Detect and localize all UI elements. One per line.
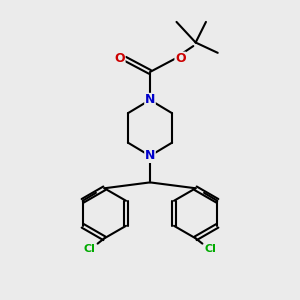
- Text: N: N: [145, 149, 155, 162]
- Text: Cl: Cl: [84, 244, 96, 254]
- Text: O: O: [114, 52, 125, 65]
- Text: N: N: [145, 93, 155, 106]
- Text: O: O: [175, 52, 186, 65]
- Text: Cl: Cl: [204, 244, 216, 254]
